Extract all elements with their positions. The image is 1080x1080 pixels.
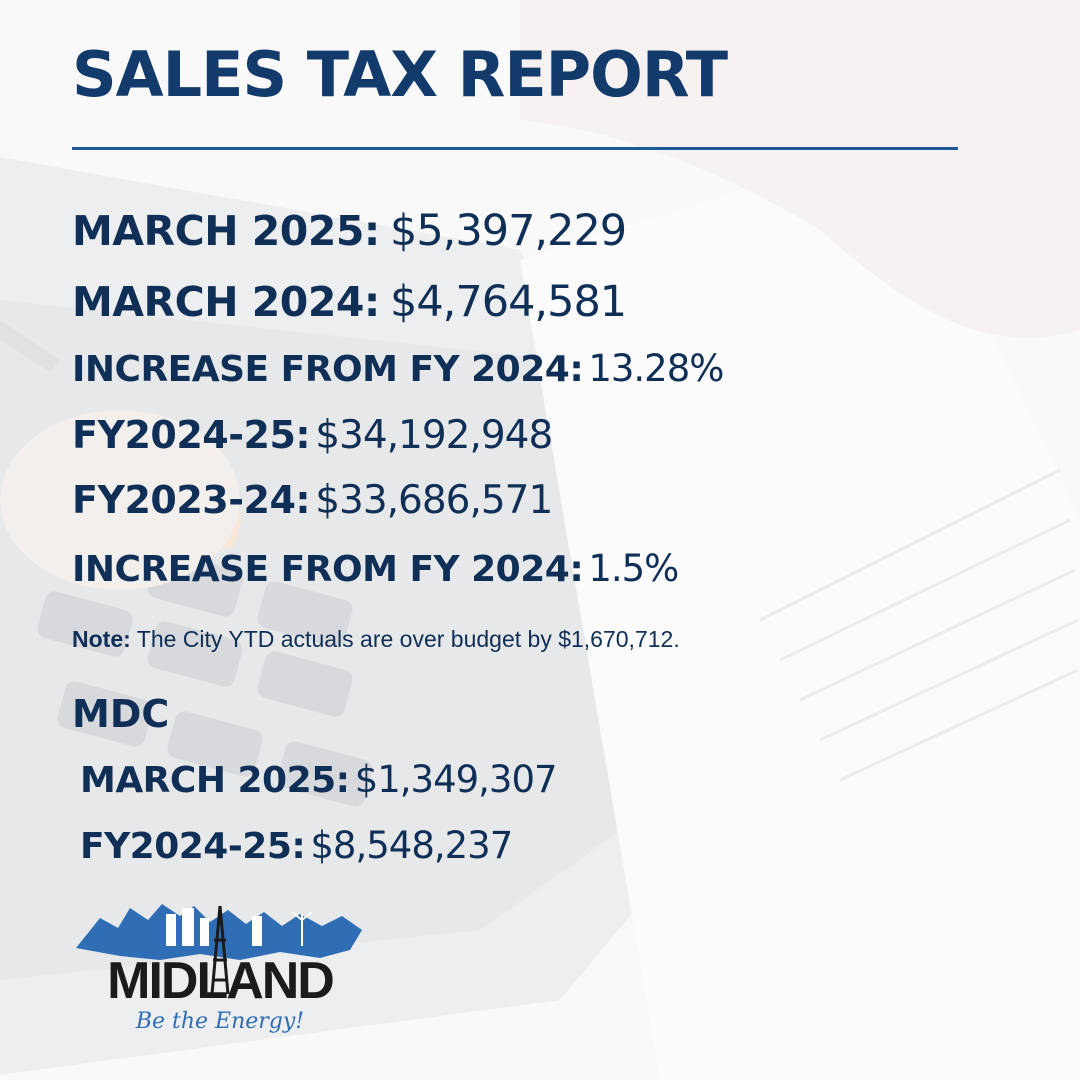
report-row-annual-increase: INCREASE FROM FY 2024: 1.5% (72, 547, 679, 590)
row-value: $8,548,237 (310, 824, 513, 867)
mdc-row-march-2025: MARCH 2025: $1,349,307 (80, 758, 558, 801)
row-label: INCREASE FROM FY 2024: (72, 549, 584, 590)
logo-tagline: Be the Energy! (135, 1009, 304, 1034)
mdc-row-fy2024-25: FY2024-25: $8,548,237 (80, 824, 513, 867)
note-text: The City YTD actuals are over budget by … (136, 626, 680, 652)
report-row-march-2024: MARCH 2024: $4,764,581 (72, 278, 627, 326)
logo-wordmark: MIDLAND (107, 952, 333, 1010)
row-value: 13.28% (588, 347, 724, 390)
budget-note: Note: The City YTD actuals are over budg… (72, 626, 680, 653)
row-value: $4,764,581 (389, 277, 627, 327)
row-value: $5,397,229 (389, 206, 627, 256)
report-row-monthly-increase: INCREASE FROM FY 2024: 13.28% (72, 347, 724, 390)
midland-skyline-logo: MIDLAND Be the Energy! (76, 904, 362, 1034)
row-label: MARCH 2025: (80, 760, 350, 801)
mdc-heading: MDC (72, 692, 170, 736)
row-value: $33,686,571 (315, 478, 553, 523)
report-row-fy2023-24: FY2023-24: $33,686,571 (72, 478, 553, 523)
page-title: SALES TAX REPORT (72, 38, 728, 111)
title-divider (72, 147, 958, 150)
note-label: Note: (72, 626, 131, 652)
row-value: 1.5% (588, 547, 679, 590)
row-label: FY2023-24: (72, 478, 311, 522)
row-label: MARCH 2025: (72, 207, 380, 255)
row-label: INCREASE FROM FY 2024: (72, 349, 584, 390)
row-label: FY2024-25: (80, 826, 306, 867)
row-value: $1,349,307 (354, 758, 558, 801)
report-row-fy2024-25: FY2024-25: $34,192,948 (72, 413, 553, 458)
midland-logo: MIDLAND Be the Energy! (70, 900, 370, 1050)
row-value: $34,192,948 (315, 413, 553, 458)
row-label: MARCH 2024: (72, 278, 380, 326)
report-row-march-2025: MARCH 2025: $5,397,229 (72, 207, 627, 255)
row-label: FY2024-25: (72, 413, 311, 457)
